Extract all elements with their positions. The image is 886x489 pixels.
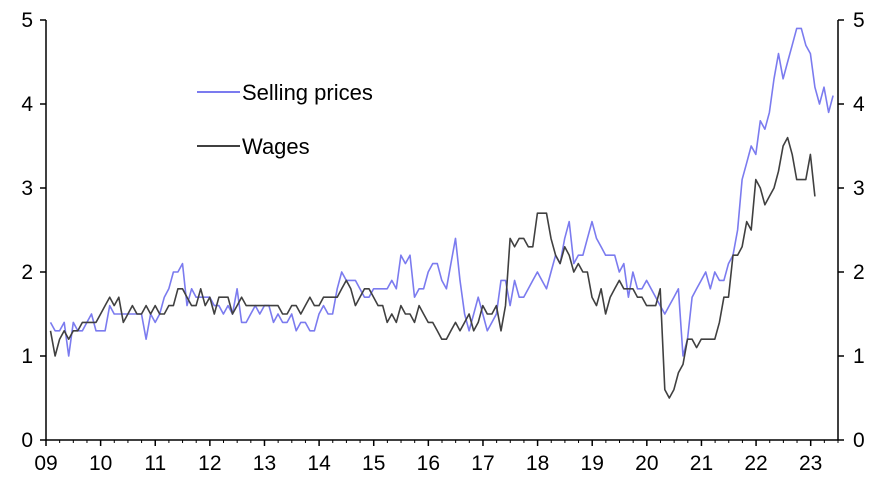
right-y-tick-label: 0 xyxy=(853,429,865,452)
x-tick-label: 18 xyxy=(526,452,549,475)
left-y-tick-label: 5 xyxy=(21,9,33,32)
right-y-tick-label: 3 xyxy=(853,177,865,200)
x-tick-label: 19 xyxy=(581,452,604,475)
plot-frame xyxy=(45,20,839,441)
series-line-wages xyxy=(49,136,816,399)
left-y-tick-label: 0 xyxy=(21,429,33,452)
x-tick-label: 23 xyxy=(799,452,822,475)
x-tick-label: 13 xyxy=(253,452,276,475)
x-tick-label: 21 xyxy=(690,452,713,475)
left-y-axis: 0 1 2 3 4 5 xyxy=(21,9,46,452)
right-y-tick-label: 5 xyxy=(853,9,865,32)
legend-label-selling-prices: Selling prices xyxy=(242,80,373,105)
right-y-axis: 0 1 2 3 4 5 xyxy=(838,9,865,452)
x-axis: 09 10 11 12 13 14 15 16 17 18 19 20 21 22 23 xyxy=(34,440,839,475)
legend: Selling prices Wages xyxy=(197,80,373,159)
x-tick-label: 09 xyxy=(34,452,57,475)
x-tick-label: 10 xyxy=(89,452,112,475)
x-tick-label: 20 xyxy=(635,452,658,475)
x-tick-label: 17 xyxy=(471,452,494,475)
x-tick-label: 16 xyxy=(417,452,440,475)
right-y-tick-label: 4 xyxy=(853,93,865,116)
left-y-tick-label: 4 xyxy=(21,93,33,116)
right-y-tick-label: 2 xyxy=(853,261,865,284)
left-y-tick-label: 2 xyxy=(21,261,33,284)
series-layer xyxy=(49,27,834,399)
x-tick-label: 15 xyxy=(362,452,385,475)
x-tick-label: 12 xyxy=(198,452,221,475)
x-tick-label: 14 xyxy=(307,452,331,475)
right-y-tick-label: 1 xyxy=(853,345,865,368)
left-y-tick-label: 1 xyxy=(21,345,33,368)
legend-label-wages: Wages xyxy=(242,134,310,159)
x-tick-label: 11 xyxy=(144,452,166,475)
series-line-selling-prices xyxy=(49,27,834,357)
left-y-tick-label: 3 xyxy=(21,177,33,200)
x-tick-label: 22 xyxy=(744,452,767,475)
